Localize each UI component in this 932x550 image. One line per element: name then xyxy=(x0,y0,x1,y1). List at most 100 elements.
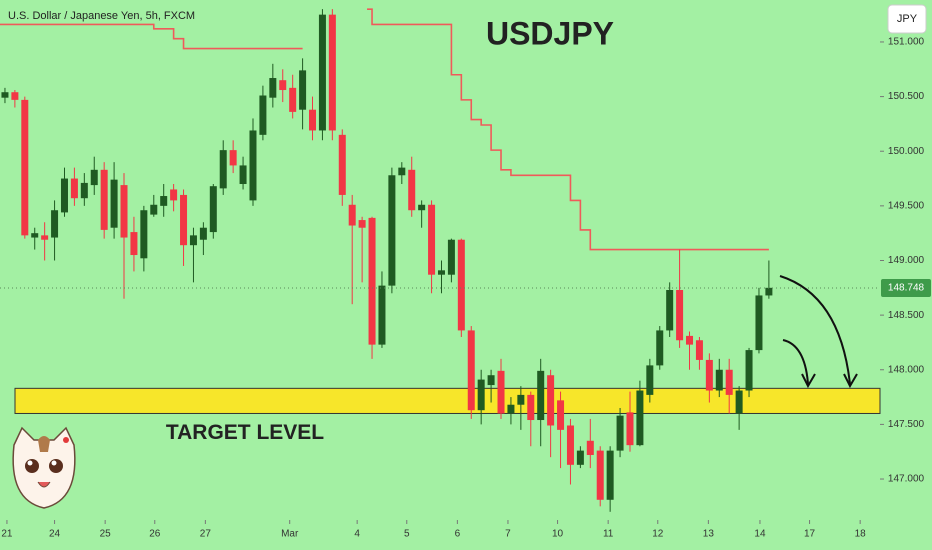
cat-icon xyxy=(12,426,76,509)
candle-body xyxy=(527,394,535,421)
candle-body xyxy=(547,375,555,426)
candle-body xyxy=(418,204,426,211)
candle-body xyxy=(686,335,694,345)
candle-body xyxy=(388,175,396,286)
candle-body xyxy=(695,340,703,360)
chart-title: USDJPY xyxy=(486,15,614,51)
candle-body xyxy=(239,165,247,185)
candle-body xyxy=(199,227,207,240)
candle-body xyxy=(11,92,19,100)
x-tick-label: 26 xyxy=(149,529,161,540)
candle-body xyxy=(576,450,584,465)
candle-body xyxy=(408,169,416,211)
arrow xyxy=(779,275,851,385)
candle-body xyxy=(586,440,594,455)
candle-body xyxy=(259,95,267,135)
y-tick-label: 148.500 xyxy=(888,310,925,321)
candle-body xyxy=(765,287,773,296)
candle-body xyxy=(249,130,257,201)
candle-body xyxy=(368,217,376,345)
x-tick-label: 18 xyxy=(855,529,867,540)
candle-body xyxy=(299,70,307,110)
y-tick-label: 149.000 xyxy=(888,255,925,266)
currency-label[interactable]: JPY xyxy=(897,13,918,25)
chart-header: U.S. Dollar / Japanese Yen, 5h, FXCM xyxy=(8,10,195,22)
candle-body xyxy=(487,375,495,386)
candle-body xyxy=(735,390,743,414)
candle-body xyxy=(676,289,684,341)
candle-body xyxy=(100,169,108,230)
candle-body xyxy=(60,178,68,213)
candle-body xyxy=(318,14,326,131)
candle-body xyxy=(150,204,158,215)
x-tick-label: 11 xyxy=(603,529,614,540)
candle-body xyxy=(209,186,217,233)
currency-box[interactable] xyxy=(887,4,927,34)
candle-body xyxy=(269,78,277,98)
candle-body xyxy=(31,233,39,238)
candle-body xyxy=(755,295,763,351)
candle-body xyxy=(378,285,386,345)
candle-body xyxy=(477,379,485,411)
candle-body xyxy=(725,369,733,395)
x-tick-label: 27 xyxy=(200,529,212,540)
price-axis xyxy=(880,0,932,550)
last-price-box xyxy=(881,279,931,298)
candle-body xyxy=(358,220,366,228)
candle-body xyxy=(745,350,753,391)
x-tick-label: 10 xyxy=(552,529,564,540)
candle-body xyxy=(606,450,614,500)
candle-body xyxy=(437,270,445,275)
x-tick-label: 25 xyxy=(100,529,112,540)
arrow xyxy=(782,339,809,385)
candle-body xyxy=(398,167,406,176)
y-tick-label: 148.000 xyxy=(888,364,925,375)
candle-body xyxy=(229,150,237,166)
resistance-line xyxy=(0,8,769,251)
candle-body xyxy=(328,14,336,131)
x-tick-label: Mar xyxy=(281,529,299,540)
candle-body xyxy=(189,235,197,246)
arrow-head xyxy=(843,373,858,389)
candle-body xyxy=(80,182,88,199)
x-tick-label: 4 xyxy=(354,529,360,540)
candle-body xyxy=(447,239,455,275)
y-tick-label: 147.000 xyxy=(888,474,925,485)
candle-body xyxy=(338,134,346,195)
candle-body xyxy=(1,92,9,98)
candle-body xyxy=(636,390,644,446)
candle-body xyxy=(51,210,59,238)
x-tick-label: 5 xyxy=(404,529,410,540)
candle-body xyxy=(120,185,128,238)
candle-body xyxy=(90,169,98,186)
y-tick-label: 149.500 xyxy=(888,200,925,211)
x-tick-label: 7 xyxy=(505,529,511,540)
candle-body xyxy=(626,412,634,446)
y-tick-label: 150.500 xyxy=(888,91,925,102)
y-tick-label: 151.000 xyxy=(888,37,925,48)
candle-body xyxy=(507,404,515,414)
candle-body xyxy=(170,189,178,201)
candle-body xyxy=(180,194,188,246)
candle-body xyxy=(219,150,227,189)
candle-body xyxy=(467,330,475,411)
x-tick-label: 17 xyxy=(804,529,816,540)
candle-body xyxy=(557,400,565,430)
candle-body xyxy=(705,359,713,391)
x-tick-label: 24 xyxy=(49,529,61,540)
candle-body xyxy=(517,394,525,405)
candle-body xyxy=(289,87,297,112)
candle-body xyxy=(428,204,436,275)
x-tick-label: 21 xyxy=(1,529,13,540)
x-tick-label: 12 xyxy=(652,529,664,540)
candle-body xyxy=(646,365,654,395)
x-tick-label: 13 xyxy=(703,529,715,540)
target-label: TARGET LEVEL xyxy=(166,421,324,444)
candle-body xyxy=(130,232,138,256)
candle-body xyxy=(140,210,148,259)
candle-body xyxy=(309,109,317,131)
arrow-head xyxy=(801,373,816,389)
y-tick-label: 150.000 xyxy=(888,146,925,157)
